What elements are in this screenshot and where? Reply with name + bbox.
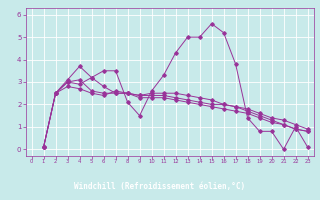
Text: Windchill (Refroidissement éolien,°C): Windchill (Refroidissement éolien,°C) (75, 182, 245, 192)
